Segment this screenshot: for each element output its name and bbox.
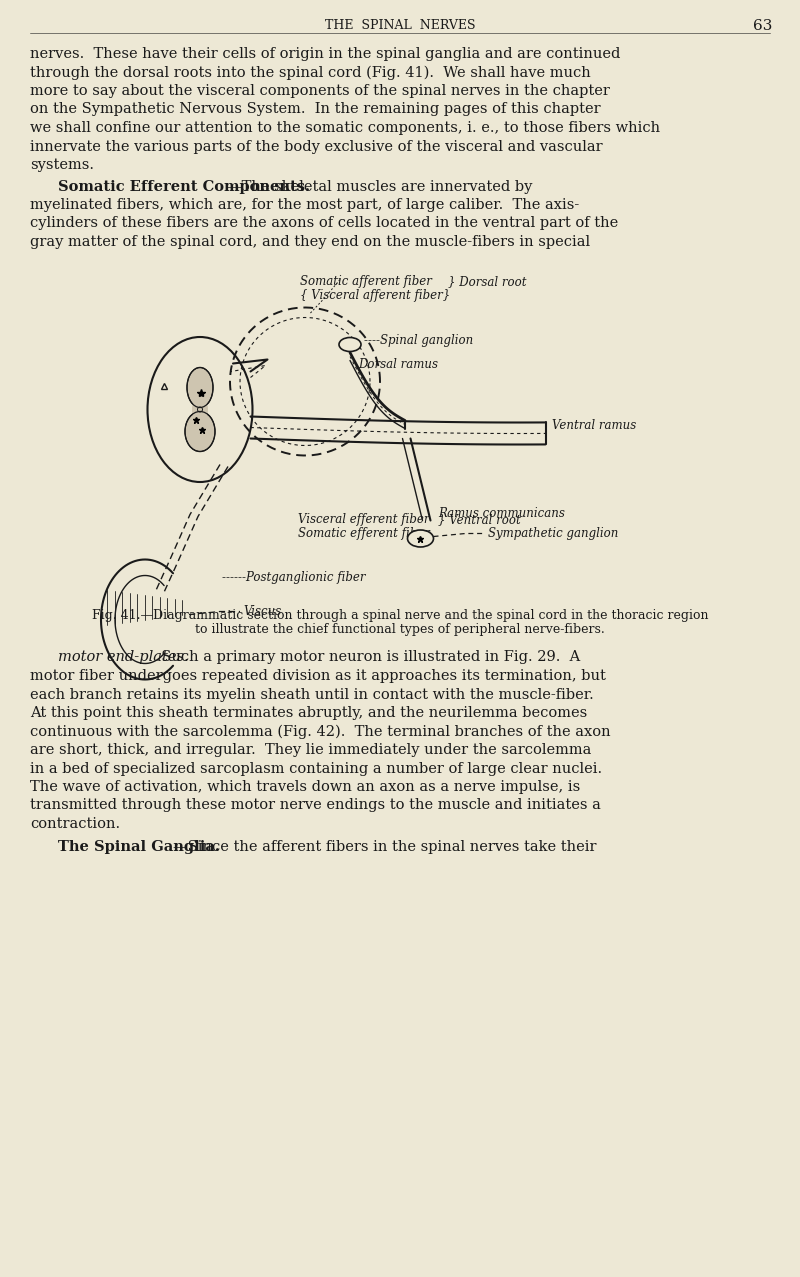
Text: ----Spinal ganglion: ----Spinal ganglion xyxy=(364,335,474,347)
Ellipse shape xyxy=(339,337,361,351)
Text: The Spinal Ganglia.: The Spinal Ganglia. xyxy=(58,840,220,854)
Text: ------Postganglionic fiber: ------Postganglionic fiber xyxy=(222,571,366,584)
Text: cylinders of these fibers are the axons of cells located in the ventral part of : cylinders of these fibers are the axons … xyxy=(30,217,618,231)
Text: Somatic efferent fiber: Somatic efferent fiber xyxy=(298,527,430,540)
Text: through the dorsal roots into the spinal cord (Fig. 41).  We shall have much: through the dorsal roots into the spinal… xyxy=(30,65,590,80)
Text: are short, thick, and irregular.  They lie immediately under the sarcolemma: are short, thick, and irregular. They li… xyxy=(30,743,591,757)
Text: Visceral efferent fiber: Visceral efferent fiber xyxy=(298,513,430,526)
Ellipse shape xyxy=(187,368,213,407)
Text: } Dorsal root: } Dorsal root xyxy=(448,275,526,289)
Text: innervate the various parts of the body exclusive of the visceral and vascular: innervate the various parts of the body … xyxy=(30,139,602,153)
Ellipse shape xyxy=(185,411,215,452)
Text: nerves.  These have their cells of origin in the spinal ganglia and are continue: nerves. These have their cells of origin… xyxy=(30,47,620,61)
Ellipse shape xyxy=(147,337,253,481)
Text: contraction.: contraction. xyxy=(30,817,120,831)
Text: At this point this sheath terminates abruptly, and the neurilemma becomes: At this point this sheath terminates abr… xyxy=(30,706,587,720)
Text: transmitted through these motor nerve endings to the muscle and initiates a: transmitted through these motor nerve en… xyxy=(30,798,601,812)
Text: Viscus: Viscus xyxy=(243,605,282,618)
Ellipse shape xyxy=(407,530,434,547)
Text: Such a primary motor neuron is illustrated in Fig. 29.  A: Such a primary motor neuron is illustrat… xyxy=(152,650,581,664)
Text: The wave of activation, which travels down an axon as a nerve impulse, is: The wave of activation, which travels do… xyxy=(30,780,580,794)
Text: } Ventral root: } Ventral root xyxy=(438,513,521,526)
Text: each branch retains its myelin sheath until in contact with the muscle-fiber.: each branch retains its myelin sheath un… xyxy=(30,687,594,701)
Text: —The skeletal muscles are innervated by: —The skeletal muscles are innervated by xyxy=(227,180,533,194)
Text: Ramus communicans: Ramus communicans xyxy=(438,507,566,520)
Text: motor fiber undergoes repeated division as it approaches its termination, but: motor fiber undergoes repeated division … xyxy=(30,669,606,683)
Text: systems.: systems. xyxy=(30,158,94,172)
Text: more to say about the visceral components of the spinal nerves in the chapter: more to say about the visceral component… xyxy=(30,84,610,98)
Text: gray matter of the spinal cord, and they end on the muscle-fibers in special: gray matter of the spinal cord, and they… xyxy=(30,235,590,249)
Text: Somatic Efferent Components.: Somatic Efferent Components. xyxy=(58,180,310,194)
Text: myelinated fibers, which are, for the most part, of large caliber.  The axis-: myelinated fibers, which are, for the mo… xyxy=(30,198,579,212)
Text: Fig. 41.—Diagrammatic section through a spinal nerve and the spinal cord in the : Fig. 41.—Diagrammatic section through a … xyxy=(92,609,708,622)
Text: Ventral ramus: Ventral ramus xyxy=(551,419,636,432)
Text: continuous with the sarcolemma (Fig. 42).  The terminal branches of the axon: continuous with the sarcolemma (Fig. 42)… xyxy=(30,724,610,739)
Text: Sympathetic ganglion: Sympathetic ganglion xyxy=(489,527,619,540)
Text: we shall confine our attention to the somatic components, i. e., to those fibers: we shall confine our attention to the so… xyxy=(30,121,660,135)
Text: to illustrate the chief functional types of peripheral nerve-fibers.: to illustrate the chief functional types… xyxy=(195,623,605,636)
Text: on the Sympathetic Nervous System.  In the remaining pages of this chapter: on the Sympathetic Nervous System. In th… xyxy=(30,102,601,116)
Text: Dorsal ramus: Dorsal ramus xyxy=(358,358,438,372)
Ellipse shape xyxy=(192,396,208,423)
Text: THE  SPINAL  NERVES: THE SPINAL NERVES xyxy=(325,19,475,32)
Text: in a bed of specialized sarcoplasm containing a number of large clear nuclei.: in a bed of specialized sarcoplasm conta… xyxy=(30,761,602,775)
Text: 63: 63 xyxy=(753,19,772,33)
Text: { Visceral afferent fiber}: { Visceral afferent fiber} xyxy=(300,290,450,303)
Text: motor end-plates.: motor end-plates. xyxy=(58,650,189,664)
Text: Somatic afferent fiber: Somatic afferent fiber xyxy=(300,276,432,289)
Text: —Since the afferent fibers in the spinal nerves take their: —Since the afferent fibers in the spinal… xyxy=(173,840,597,854)
